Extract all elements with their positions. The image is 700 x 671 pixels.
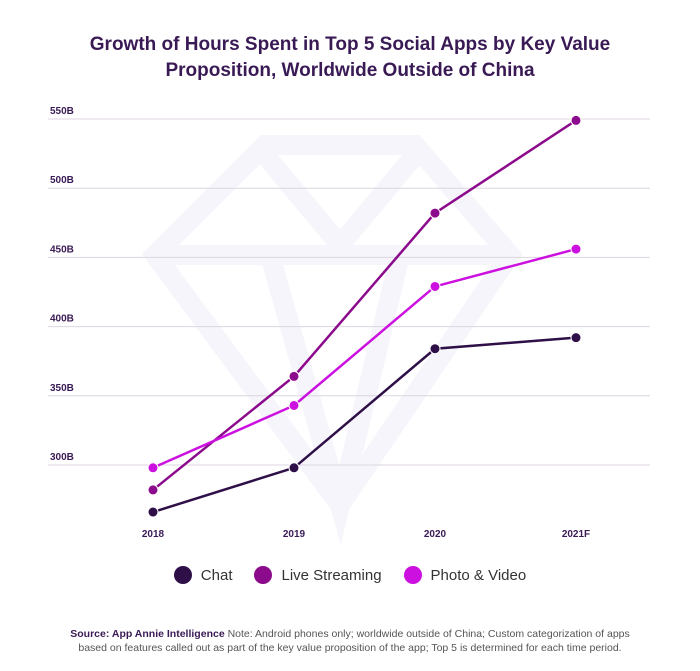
data-point xyxy=(147,484,159,496)
data-point xyxy=(570,243,582,255)
legend: Chat Live Streaming Photo & Video xyxy=(0,566,700,584)
x-tick-label: 2020 xyxy=(424,529,447,540)
y-tick-label: 450B xyxy=(50,244,74,255)
data-point xyxy=(147,506,159,518)
legend-label: Live Streaming xyxy=(281,566,382,584)
footnote-note: Note: Android phones only; worldwide out… xyxy=(78,628,630,654)
data-point xyxy=(429,280,441,292)
data-point xyxy=(429,343,441,355)
chart-title-line-1: Growth of Hours Spent in Top 5 Social Ap… xyxy=(89,34,611,55)
footnote-source: Source: App Annie Intelligence xyxy=(70,628,225,640)
legend-item-live-streaming: Live Streaming xyxy=(254,566,382,584)
y-tick-label: 350B xyxy=(50,383,74,394)
y-tick-label: 550B xyxy=(50,106,74,117)
series-photo-video xyxy=(147,243,582,474)
data-point xyxy=(288,462,300,474)
legend-swatch xyxy=(173,566,192,584)
y-tick-label: 300B xyxy=(50,452,74,463)
data-point xyxy=(429,207,441,219)
series-chat xyxy=(147,332,582,518)
series-live-streaming xyxy=(147,114,582,496)
series-line xyxy=(152,336,577,514)
x-tick-label: 2021F xyxy=(562,529,590,540)
chart-title: Growth of Hours Spent in Top 5 Social Ap… xyxy=(0,32,700,84)
data-point xyxy=(288,370,300,382)
data-point xyxy=(570,114,582,126)
y-tick-label: 400B xyxy=(50,314,74,325)
legend-item-photo-video: Photo & Video xyxy=(403,566,527,584)
series-line xyxy=(152,119,577,491)
line-chart: 300B 350B 400B 450B 500B 550B 2018 2019 2020 202… xyxy=(48,106,650,545)
watermark-diamond-icon xyxy=(141,135,523,545)
data-point xyxy=(288,399,300,411)
chart-title-line-2: Proposition, Worldwide Outside of China xyxy=(165,60,535,81)
legend-label: Chat xyxy=(200,566,233,584)
series-line xyxy=(152,247,577,469)
legend-item-chat: Chat xyxy=(173,566,233,584)
data-point xyxy=(570,332,582,344)
legend-label: Photo & Video xyxy=(430,566,527,584)
x-tick-label: 2018 xyxy=(142,529,165,540)
data-point xyxy=(147,462,159,474)
x-tick-label: 2019 xyxy=(283,529,306,540)
footnote: Source: App Annie Intelligence Note: And… xyxy=(55,627,645,655)
legend-swatch xyxy=(403,566,422,584)
y-tick-label: 500B xyxy=(50,175,74,186)
legend-swatch xyxy=(254,566,273,584)
